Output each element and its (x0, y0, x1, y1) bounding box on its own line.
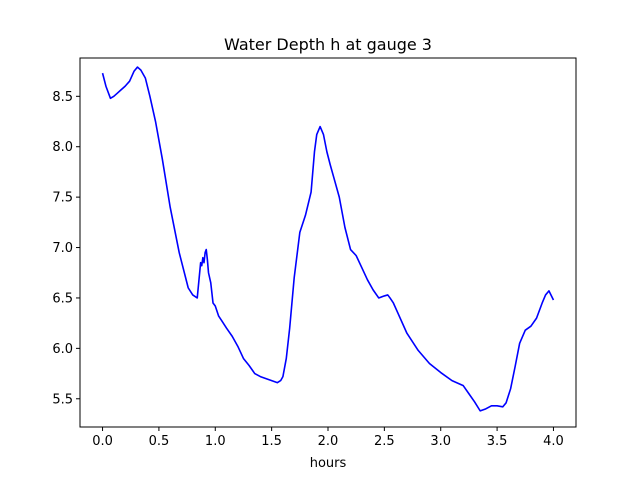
x-tick-label: 0.5 (149, 434, 170, 449)
y-tick-label: 8.0 (52, 140, 73, 155)
x-tick-label: 3.5 (487, 434, 508, 449)
y-tick-label: 6.0 (52, 342, 73, 357)
x-tick-label: 4.0 (543, 434, 564, 449)
y-tick-label: 7.5 (52, 191, 73, 206)
y-tick-label: 8.5 (52, 90, 73, 105)
y-tick-label: 5.5 (52, 392, 73, 407)
x-tick-label: 0.0 (92, 434, 113, 449)
y-axis: 5.5 6.0 6.5 7.0 7.5 8.0 8.5 (52, 90, 80, 407)
x-axis-label: hours (310, 456, 347, 471)
x-tick-label: 2.0 (318, 434, 339, 449)
y-tick-label: 7.0 (52, 241, 73, 256)
x-axis: 0.0 0.5 1.0 1.5 2.0 2.5 3.0 3.5 4.0 (92, 427, 564, 449)
y-tick-label: 6.5 (52, 291, 73, 306)
plot-area (101, 66, 555, 412)
chart-title: Water Depth h at gauge 3 (224, 35, 432, 54)
x-tick-label: 2.5 (374, 434, 395, 449)
x-tick-label: 1.5 (261, 434, 282, 449)
x-tick-label: 1.0 (205, 434, 226, 449)
x-tick-label: 3.0 (430, 434, 451, 449)
series-line-0 (101, 66, 555, 412)
